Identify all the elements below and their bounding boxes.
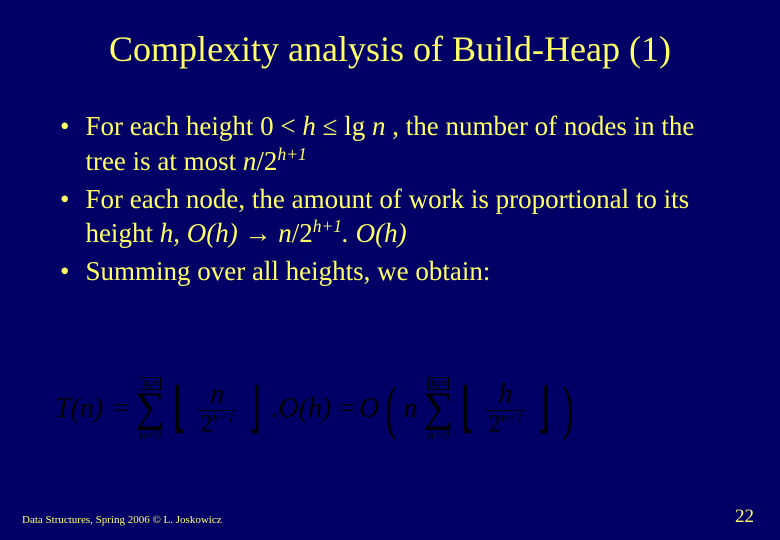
bullet-dot: • [60,183,69,217]
inner-n: n [403,393,417,425]
bullet-2-text: For each node, the amount of work is pro… [85,183,730,252]
bullet-list: • For each height 0 < h ≤ lg n , the num… [0,80,780,289]
footer-left: Data Structures, Spring 2006 © L. Joskow… [22,514,222,526]
bullet-1-text: For each height 0 < h ≤ lg n , the numbe… [85,110,730,179]
sum-2: lgn ∑ h=0 [423,377,453,441]
bullet-3: • Summing over all heights, we obtain: [60,255,730,289]
equals-2: = [339,393,355,425]
fraction-1: n 2h+1 [198,380,236,437]
floor-right-1: ⌋ [247,387,263,430]
big-o: O [359,393,379,425]
paren-left: ( [385,386,398,431]
sum-1: lgn ∑ h=0 [135,377,165,441]
equals-1: = [113,393,129,425]
formula: T(n) = lgn ∑ h=0 ⌊ n 2h+1 ⌋ .O(h) = O ( … [55,377,725,441]
bullet-3-text: Summing over all heights, we obtain: [85,255,730,289]
slide-title: Complexity analysis of Build-Heap (1) [0,0,780,80]
bullet-dot: • [60,110,69,144]
page-number: 22 [735,506,754,528]
bullet-1: • For each height 0 < h ≤ lg n , the num… [60,110,730,179]
floor-left-2: ⌊ [460,387,476,430]
fraction-2: h 2h+1 [486,380,524,437]
bullet-2: • For each node, the amount of work is p… [60,183,730,252]
bullet-dot: • [60,255,69,289]
formula-lhs: T(n) [55,393,103,425]
floor-left-1: ⌊ [171,387,187,430]
paren-right: ) [561,386,574,431]
floor-right-2: ⌋ [535,387,551,430]
dot-oh: .O(h) [271,393,331,425]
